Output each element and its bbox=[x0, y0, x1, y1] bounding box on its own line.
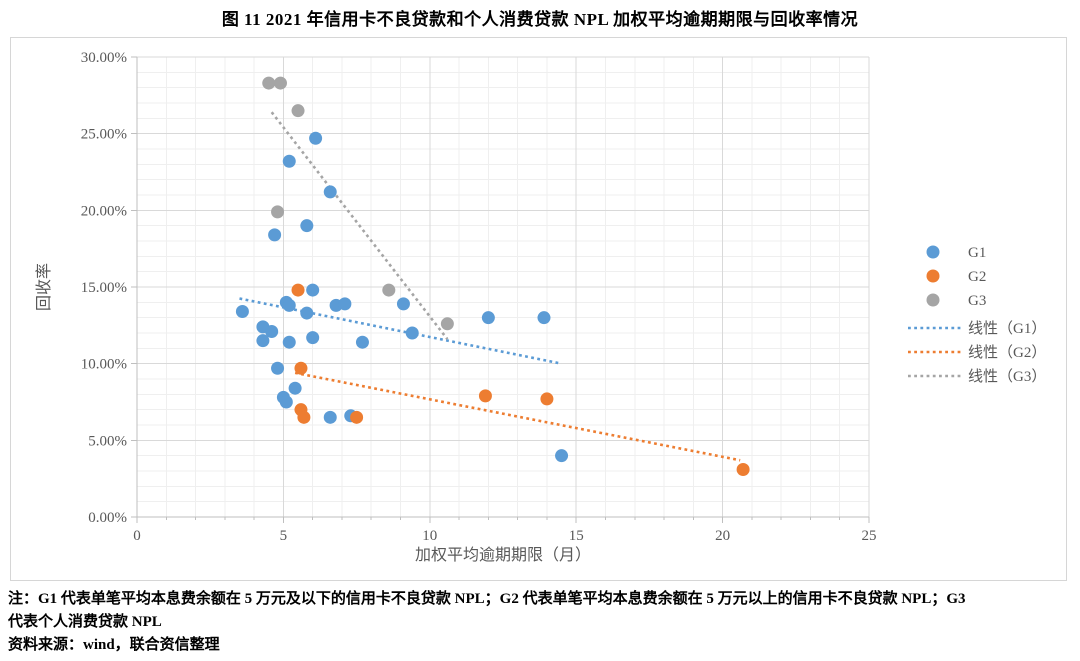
data-point bbox=[282, 335, 296, 349]
legend-label-G3: G3 bbox=[968, 293, 986, 309]
x-tick-label: 20 bbox=[715, 528, 730, 544]
data-point bbox=[306, 283, 320, 297]
data-point bbox=[265, 324, 279, 338]
tick-labels: 0.00% 5.00% 10.00% 15.00% 20.00% 25.00% 30.00%… bbox=[81, 50, 877, 544]
data-point bbox=[323, 185, 337, 199]
data-point bbox=[291, 283, 305, 297]
data-point bbox=[282, 154, 296, 168]
chart-title: 图 11 2021 年信用卡不良贷款和个人消费贷款 NPL 加权平均逾期期限与回… bbox=[221, 10, 859, 29]
chart-frame: 0.00% 5.00% 10.00% 15.00% 20.00% 25.00% 30.00%… bbox=[10, 37, 1067, 581]
legend-label-G1: G1 bbox=[968, 245, 986, 261]
x-tick-label: 5 bbox=[280, 528, 288, 544]
data-point bbox=[291, 104, 305, 118]
x-tick-label: 25 bbox=[862, 528, 877, 544]
y-tick-label: 25.00% bbox=[81, 127, 127, 143]
legend-marker-G3 bbox=[926, 293, 940, 307]
y-tick-label: 10.00% bbox=[81, 357, 127, 373]
legend-label-trend: 线性（G2） bbox=[968, 344, 1046, 361]
data-point bbox=[300, 306, 314, 320]
legend-label-trend: 线性（G3） bbox=[968, 368, 1046, 385]
footnote-line-2: 代表个人消费贷款 NPL bbox=[8, 614, 162, 630]
data-point bbox=[288, 381, 302, 395]
series-G3 bbox=[262, 76, 454, 331]
data-point bbox=[382, 283, 396, 297]
data-point bbox=[540, 392, 554, 406]
data-point bbox=[282, 298, 296, 312]
x-tick-label: 15 bbox=[569, 528, 584, 544]
data-point bbox=[306, 331, 320, 345]
y-tick-label: 30.00% bbox=[81, 50, 127, 66]
axes bbox=[131, 56, 870, 523]
x-tick-label: 10 bbox=[422, 528, 437, 544]
data-point bbox=[262, 76, 276, 90]
data-point bbox=[440, 317, 454, 331]
footnote-source: 资料来源：wind，联合资信整理 bbox=[8, 637, 220, 653]
data-point bbox=[297, 410, 311, 424]
y-axis-title: 回收率 bbox=[35, 263, 53, 311]
data-point bbox=[279, 395, 293, 409]
data-point bbox=[478, 389, 492, 403]
data-point bbox=[323, 410, 337, 424]
data-point bbox=[309, 131, 323, 145]
data-point bbox=[355, 335, 369, 349]
trendline-线性（G1） bbox=[239, 297, 562, 365]
x-tick-label: 0 bbox=[133, 528, 141, 544]
data-point bbox=[268, 228, 282, 242]
y-tick-label: 15.00% bbox=[81, 280, 127, 296]
scatter-chart: 0.00% 5.00% 10.00% 15.00% 20.00% 25.00% 30.00%… bbox=[35, 50, 1046, 564]
gridlines-major bbox=[137, 56, 870, 517]
data-point bbox=[271, 361, 285, 375]
data-point bbox=[481, 311, 495, 325]
data-point bbox=[271, 205, 285, 219]
trendline-线性（G2） bbox=[294, 371, 741, 462]
legend-marker-G1 bbox=[926, 245, 940, 259]
y-tick-label: 20.00% bbox=[81, 203, 127, 219]
data-point bbox=[350, 410, 364, 424]
data-point bbox=[273, 76, 287, 90]
series-G2 bbox=[291, 283, 750, 476]
data-point bbox=[338, 297, 352, 311]
data-point bbox=[405, 326, 419, 340]
y-tick-label: 0.00% bbox=[88, 510, 127, 526]
footnote-line-1: 注：G1 代表单笔平均本息费余额在 5 万元及以下的信用卡不良贷款 NPL；G2… bbox=[8, 591, 966, 607]
legend-label-trend: 线性（G1） bbox=[968, 320, 1046, 337]
legend: G1 G2 G3 线性（G1） 线性（G2） 线性（G3） bbox=[908, 245, 1046, 385]
data-point bbox=[736, 462, 750, 476]
legend-marker-G2 bbox=[926, 269, 940, 283]
data-point bbox=[235, 305, 249, 319]
trendline-线性（G3） bbox=[270, 111, 449, 340]
y-tick-label: 5.00% bbox=[88, 433, 127, 449]
x-axis-title: 加权平均逾期期限（月） bbox=[415, 546, 591, 564]
series-G1 bbox=[235, 131, 569, 463]
data-point bbox=[300, 219, 314, 233]
footnote: 注：G1 代表单笔平均本息费余额在 5 万元及以下的信用卡不良贷款 NPL；G2… bbox=[8, 588, 1076, 657]
data-point bbox=[294, 361, 308, 375]
data-point bbox=[396, 297, 410, 311]
legend-label-G2: G2 bbox=[968, 269, 986, 285]
data-point bbox=[256, 334, 270, 348]
data-point bbox=[537, 311, 551, 325]
data-point bbox=[555, 449, 569, 463]
